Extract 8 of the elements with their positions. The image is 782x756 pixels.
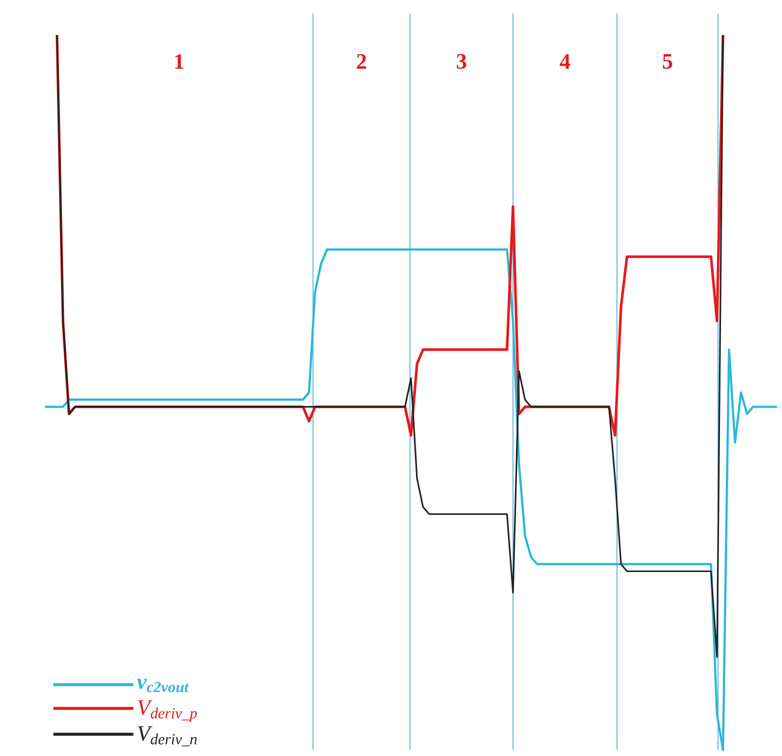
legend-label: V$_{deriv_p}$ bbox=[138, 700, 197, 722]
annotation: 4 bbox=[560, 54, 570, 69]
legend-label: V$_{deriv_n}$ bbox=[138, 726, 197, 746]
annotation: 3 bbox=[456, 54, 466, 69]
annotation: 5 bbox=[662, 54, 672, 69]
annotation: 2 bbox=[356, 54, 366, 69]
annotation: 1 bbox=[175, 54, 184, 69]
legend-label: v$_{c2vout}$ bbox=[137, 678, 189, 692]
